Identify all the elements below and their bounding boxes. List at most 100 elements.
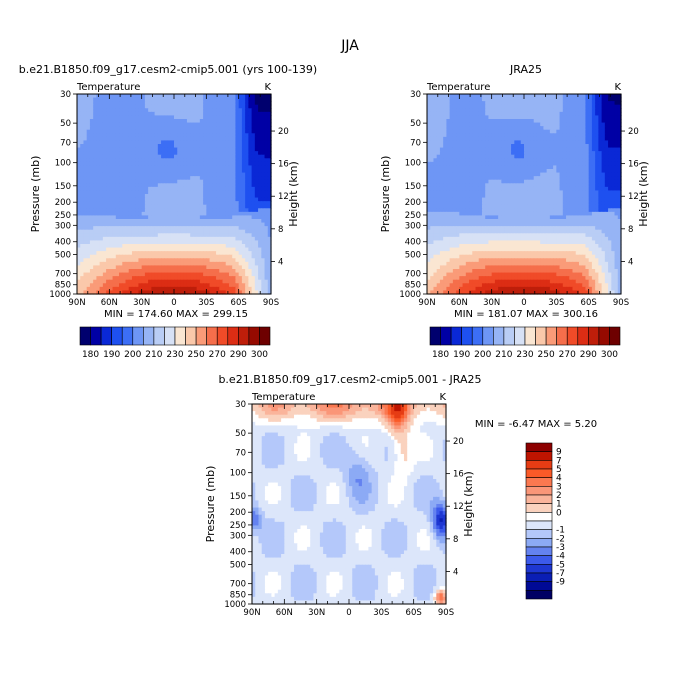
contour-cell (264, 186, 269, 192)
contour-cell (546, 108, 551, 113)
contour-cell (617, 172, 622, 177)
contour-cell (206, 169, 211, 174)
contour-cell (193, 211, 198, 217)
contour-cell (261, 211, 266, 217)
contour-cell (472, 101, 477, 106)
contour-cell (157, 283, 162, 288)
contour-cell (556, 169, 561, 174)
contour-cell (504, 108, 509, 113)
contour-cell (446, 169, 451, 174)
contour-cell (235, 233, 240, 238)
contour-cell (578, 169, 583, 174)
contour-cell (167, 269, 172, 274)
contour-cell (216, 265, 220, 270)
contour-cell (465, 144, 470, 149)
contour-cell (235, 111, 240, 117)
contour-cell (430, 147, 435, 152)
contour-cell (504, 158, 509, 163)
contour-cell (569, 179, 574, 184)
contour-cell (164, 208, 169, 213)
contour-cell (533, 104, 538, 109)
contour-cell (157, 122, 162, 127)
contour-cell (186, 286, 191, 292)
contour-cell (546, 183, 551, 188)
contour-cell (109, 104, 114, 109)
contour-cell (238, 283, 243, 288)
contour-cell (177, 208, 182, 213)
contour-cell (157, 204, 162, 209)
contour-cell (225, 111, 230, 117)
contour-cell (96, 197, 101, 202)
contour-cell (601, 147, 606, 152)
contour-cell (77, 101, 81, 106)
contour-cell (106, 151, 110, 156)
contour-cell (119, 190, 123, 195)
contour-cell (222, 215, 227, 220)
contour-cell (241, 122, 246, 127)
contour-cell (99, 133, 104, 138)
contour-cell (258, 236, 262, 242)
contour-cell (151, 240, 156, 245)
contour-cell (186, 272, 191, 277)
contour-cell (141, 158, 146, 163)
contour-cell (131, 108, 136, 113)
contour-cell (144, 183, 149, 188)
contour-cell (501, 115, 506, 120)
contour-cell (151, 101, 156, 106)
contour-cell (212, 126, 217, 131)
contour-cell (261, 169, 266, 174)
contour-cell (553, 147, 557, 152)
contour-cell (608, 165, 612, 170)
contour-cell (157, 251, 162, 256)
contour-cell (264, 286, 269, 292)
contour-cell (122, 154, 127, 159)
contour-cell (115, 197, 120, 202)
contour-cell (611, 151, 616, 156)
contour-cell (196, 108, 201, 113)
contour-cell (89, 169, 94, 174)
contour-cell (106, 261, 110, 267)
contour-cell (183, 219, 188, 224)
contour-cell (206, 265, 211, 270)
contour-cell (128, 136, 133, 142)
contour-cell (588, 144, 593, 149)
contour-cell (536, 111, 541, 117)
contour-cell (511, 144, 515, 149)
contour-cell (228, 133, 233, 138)
contour-cell (258, 154, 262, 159)
contour-cell (203, 240, 207, 245)
contour-cell (488, 183, 493, 188)
contour-cell (443, 104, 447, 109)
contour-cell (151, 183, 156, 188)
contour-cell (154, 126, 159, 131)
contour-cell (491, 122, 496, 127)
contour-cell (254, 190, 259, 195)
contour-cell (433, 97, 438, 102)
contour-cell (170, 215, 175, 220)
contour-cell (608, 108, 612, 113)
contour-cell (151, 215, 156, 220)
contour-cell (595, 97, 599, 102)
contour-cell (106, 115, 110, 120)
contour-cell (559, 101, 564, 106)
contour-cell (80, 151, 85, 156)
contour-cell (128, 158, 133, 163)
contour-cell (501, 101, 506, 106)
contour-cell (186, 147, 191, 152)
contour-cell (232, 129, 237, 134)
contour-cell (93, 233, 97, 238)
contour-cell (206, 104, 211, 109)
contour-cell (102, 201, 107, 206)
contour-cell (115, 186, 120, 192)
contour-cell (209, 176, 214, 181)
contour-cell (196, 97, 201, 102)
contour-cell (575, 97, 580, 102)
contour-cell (183, 151, 188, 156)
contour-cell (601, 151, 606, 156)
contour-cell (174, 176, 178, 181)
contour-cell (264, 229, 269, 234)
contour-cell (112, 122, 117, 127)
contour-cell (511, 115, 515, 120)
contour-cell (102, 265, 107, 270)
contour-cell (258, 186, 262, 192)
